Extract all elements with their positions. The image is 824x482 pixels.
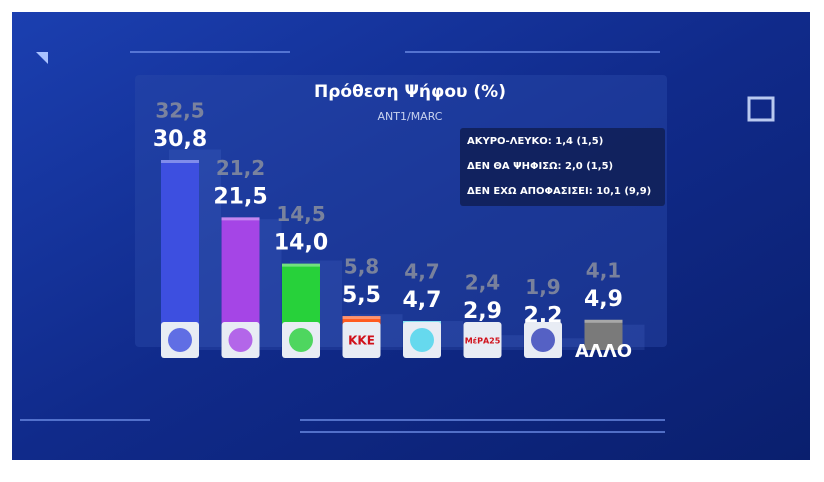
bar-highlight — [161, 160, 199, 163]
decoration — [20, 51, 665, 433]
bar-highlight — [221, 217, 260, 221]
previous-value-label: 4,1 — [586, 258, 621, 282]
annotation: ΑΚΥΡΟ-ΛΕΥΚΟ: 1,4 (1,5) — [467, 136, 603, 147]
chart-subtitle: ANT1/MARC — [378, 110, 443, 123]
annotation-box — [460, 128, 665, 206]
value-label: 30,8 — [153, 127, 207, 152]
previous-value-label: 21,2 — [216, 156, 265, 180]
previous-value-label: 2,4 — [465, 271, 500, 295]
previous-value-label: 32,5 — [155, 99, 204, 123]
bar-highlight — [584, 319, 623, 323]
annotation: ΔΕΝ ΘΑ ΨΗΦΙΣΩ: 2,0 (1,5) — [467, 161, 613, 172]
previous-value-label: 5,8 — [344, 255, 379, 279]
chart-title: Πρόθεση Ψήφου (%) — [314, 82, 506, 102]
bar-highlight — [282, 263, 320, 267]
party-logo — [342, 322, 381, 358]
value-label: 4,9 — [584, 287, 623, 312]
corner-mark — [36, 52, 48, 64]
logo-emblem — [410, 328, 434, 352]
category-label: ΚΚΕ — [348, 334, 375, 348]
logo-emblem — [168, 328, 192, 352]
logo-emblem — [228, 328, 253, 352]
square-icon — [747, 96, 775, 122]
value-label: 5,5 — [342, 283, 381, 308]
value-label: 14,0 — [274, 231, 328, 256]
category-label: ΑΛΛΟ — [575, 341, 632, 362]
background — [12, 12, 810, 460]
category-label: ΜέΡΑ25 — [465, 336, 501, 346]
annotation: ΔΕΝ ΕΧΩ ΑΠΟΦΑΣΙΣΕΙ: 10,1 (9,9) — [467, 186, 651, 197]
bar-highlight — [342, 316, 381, 320]
party-logo — [463, 322, 502, 358]
value-label: 4,7 — [403, 288, 442, 313]
previous-value-label: 4,7 — [404, 260, 439, 284]
logo-emblem — [289, 328, 313, 352]
value-label: 2,9 — [463, 299, 502, 324]
bar — [584, 319, 623, 350]
previous-value-label: 1,9 — [525, 275, 560, 299]
previous-value-label: 14,5 — [276, 202, 325, 226]
value-label: 21,5 — [213, 184, 267, 209]
bar — [161, 160, 199, 350]
logo-emblem — [531, 328, 555, 352]
